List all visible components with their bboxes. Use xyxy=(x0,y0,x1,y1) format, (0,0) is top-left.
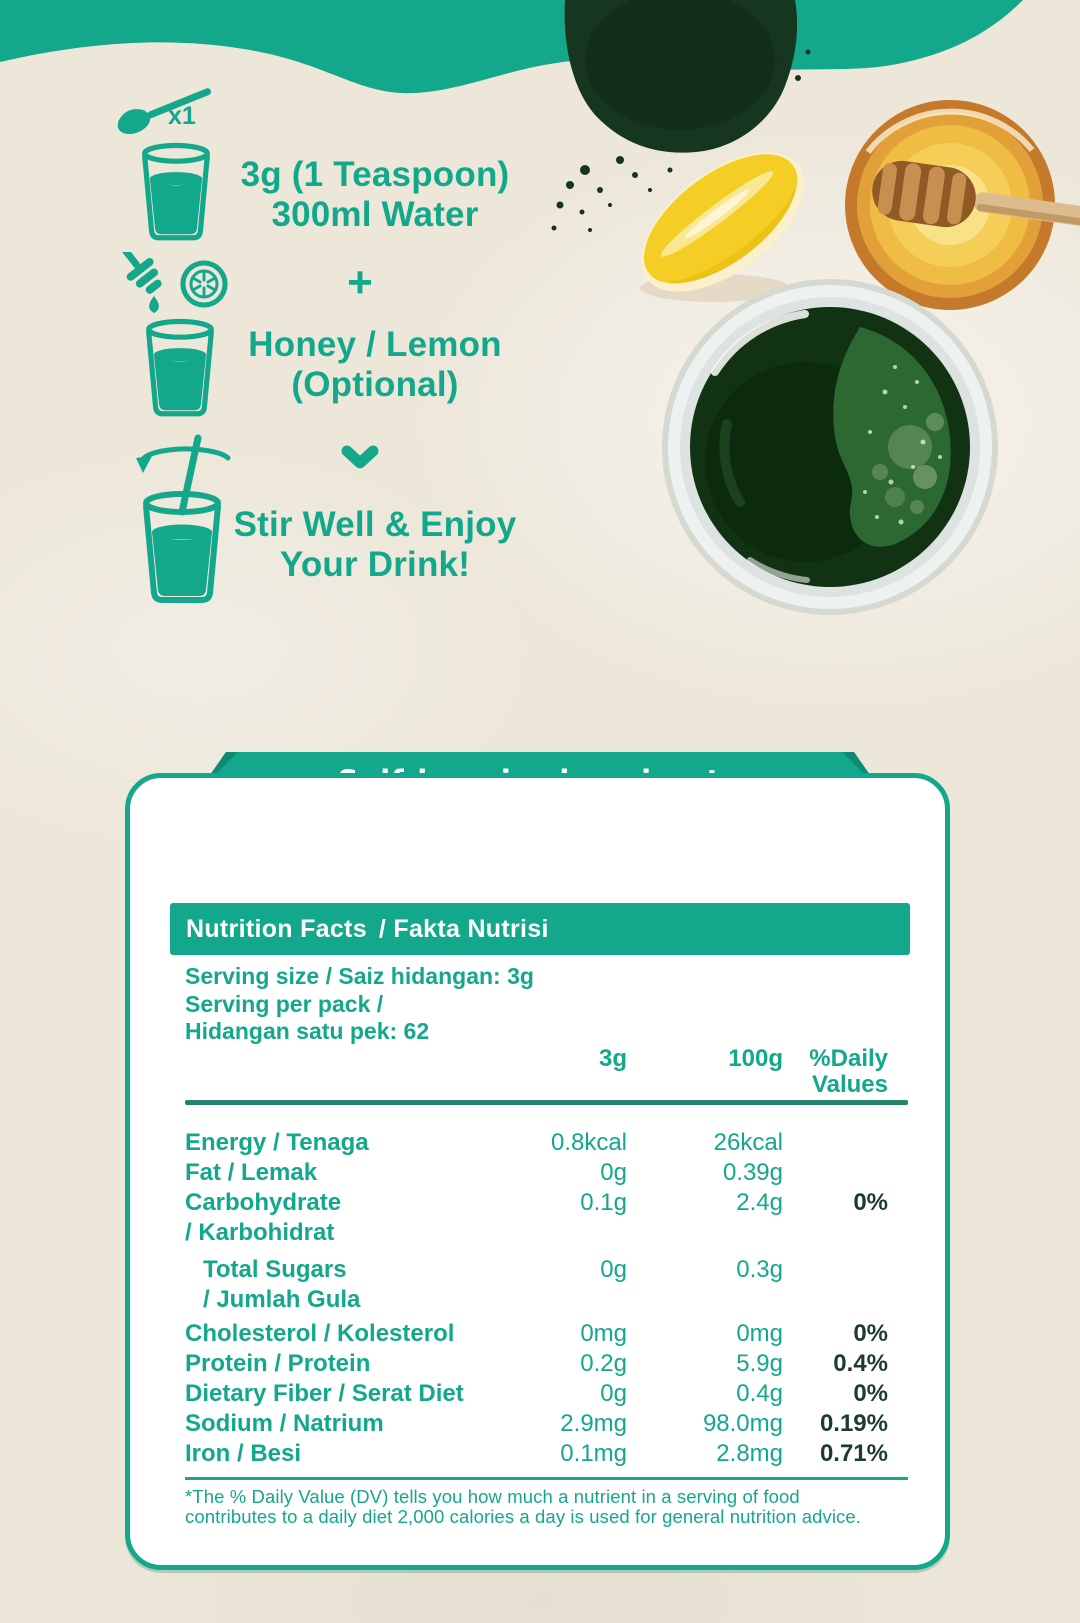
serving-per-pack-ms: Hidangan satu pek: 62 xyxy=(185,1018,430,1044)
nutrition-facts-card: Nutrition Facts / Fakta Nutrisi Serving … xyxy=(125,773,950,1570)
step1-line1: 3g (1 Teaspoon) xyxy=(240,155,510,194)
nutrient-label: Carbohydrate xyxy=(185,1189,342,1216)
value-3g: 0.1mg xyxy=(560,1440,627,1467)
table-row-fat: Fat / Lemak 0g 0.39g xyxy=(185,1158,888,1188)
value-daily: 0.19% xyxy=(819,1410,888,1437)
honey-dipper-lemon-icon xyxy=(120,252,228,313)
value-3g: 2.9mg xyxy=(560,1410,627,1437)
serving-info: Serving size / Saiz hidangan: 3g Serving… xyxy=(185,963,534,1046)
water-glass-icon xyxy=(136,142,216,243)
honey-drop-icon xyxy=(149,296,159,313)
daily-value-footnote: *The % Daily Value (DV) tells you how mu… xyxy=(185,1487,861,1526)
nutrition-table: Energy / Tenaga 0.8kcal 26kcal Fat / Lem… xyxy=(185,1128,888,1469)
footnote-line2: contributes to a daily diet 2,000 calori… xyxy=(185,1505,862,1527)
step2-line2: (Optional) xyxy=(291,365,459,404)
honey-dipper-icon xyxy=(120,252,162,294)
honey-bowl-photo xyxy=(845,100,1080,310)
nutrient-label: Protein / Protein xyxy=(185,1350,371,1377)
value-daily: 0% xyxy=(853,1320,888,1347)
value-daily: 0% xyxy=(853,1189,888,1216)
lemon-slice-icon xyxy=(180,260,228,308)
value-daily: 0.4% xyxy=(833,1350,888,1377)
value-100g: 5.9g xyxy=(736,1350,783,1377)
table-row-cholesterol: Cholesterol / Kolesterol 0mg 0mg 0% xyxy=(185,1319,888,1349)
value-3g: 0g xyxy=(600,1159,627,1186)
plus-sign: + xyxy=(347,258,373,307)
column-header-daily-values: %Daily Values xyxy=(809,1046,888,1098)
nutrition-facts-title-ms: / Fakta Nutrisi xyxy=(378,914,549,943)
chevron-down-icon xyxy=(341,445,379,469)
table-row-carbohydrate: Carbohydrate / Karbohidrat 0.1g 2.4g 0% xyxy=(185,1188,888,1248)
footnote-line1: *The % Daily Value (DV) tells you how mu… xyxy=(185,1486,800,1507)
nutrient-label-line2: / Karbohidrat xyxy=(185,1219,335,1246)
nutrient-label-line2: / Jumlah Gula xyxy=(203,1286,361,1313)
step2-line1: Honey / Lemon xyxy=(248,325,502,364)
value-3g: 0g xyxy=(600,1256,627,1283)
spirulina-drink-photo xyxy=(662,279,998,615)
stir-glass-icon xyxy=(136,434,231,610)
serving-size: Serving size / Saiz hidangan: 3g xyxy=(185,963,534,989)
value-100g: 98.0mg xyxy=(702,1410,783,1437)
table-divider-thick xyxy=(185,1100,908,1105)
nutrient-label: Sodium / Natrium xyxy=(185,1410,384,1437)
honey-dipper xyxy=(872,160,1080,234)
drink-glass-icon xyxy=(140,318,220,419)
value-100g: 0.4g xyxy=(736,1380,783,1407)
value-daily: 0% xyxy=(853,1380,888,1407)
step3-text: Stir Well & Enjoy Your Drink! xyxy=(225,505,525,585)
step1-line2: 300ml Water xyxy=(271,195,479,234)
value-3g: 0.1g xyxy=(580,1189,627,1216)
table-row-protein: Protein / Protein 0.2g 5.9g 0.4% xyxy=(185,1349,888,1379)
value-100g: 0mg xyxy=(736,1320,783,1347)
value-100g: 2.8mg xyxy=(716,1440,783,1467)
value-3g: 0g xyxy=(600,1380,627,1407)
table-row-energy: Energy / Tenaga 0.8kcal 26kcal xyxy=(185,1128,888,1158)
value-100g: 2.4g xyxy=(736,1189,783,1216)
value-daily: 0.71% xyxy=(819,1440,888,1467)
table-row-total-sugars: Total Sugars / Jumlah Gula 0g 0.3g xyxy=(185,1255,888,1315)
spirulina-powder-photo xyxy=(551,0,811,232)
daily-values-line2: Values xyxy=(811,1071,888,1098)
daily-values-line1: %Daily xyxy=(809,1045,888,1072)
step3-line1: Stir Well & Enjoy xyxy=(233,505,517,544)
value-100g: 0.39g xyxy=(722,1159,783,1186)
table-divider-thin xyxy=(185,1477,908,1480)
value-3g: 0.8kcal xyxy=(550,1129,627,1156)
nutrient-label: Fat / Lemak xyxy=(185,1159,318,1186)
table-row-sodium: Sodium / Natrium 2.9mg 98.0mg 0.19% xyxy=(185,1409,888,1439)
value-100g: 26kcal xyxy=(713,1129,783,1156)
step3-line2: Your Drink! xyxy=(279,545,471,584)
table-row-dietary-fiber: Dietary Fiber / Serat Diet 0g 0.4g 0% xyxy=(185,1379,888,1409)
nutrient-label: Cholesterol / Kolesterol xyxy=(185,1320,455,1347)
value-3g: 0.2g xyxy=(580,1350,627,1377)
nutrient-label: Total Sugars xyxy=(203,1256,347,1283)
nutrient-label: Iron / Besi xyxy=(185,1440,302,1467)
serving-per-pack: Serving per pack / xyxy=(185,990,384,1017)
column-header-3g: 3g xyxy=(598,1045,627,1072)
step2-text: Honey / Lemon (Optional) xyxy=(225,325,525,405)
nutrient-label: Dietary Fiber / Serat Diet xyxy=(185,1380,464,1407)
table-row-iron: Iron / Besi 0.1mg 2.8mg 0.71% xyxy=(185,1439,888,1469)
nutrition-facts-title-en: Nutrition Facts xyxy=(186,914,367,943)
nutrient-label: Energy / Tenaga xyxy=(185,1129,369,1156)
value-100g: 0.3g xyxy=(736,1256,783,1283)
step1-text: 3g (1 Teaspoon) 300ml Water xyxy=(225,155,525,235)
column-header-100g: 100g xyxy=(728,1045,783,1072)
nutrition-facts-header-bar: Nutrition Facts / Fakta Nutrisi xyxy=(170,903,910,955)
teaspoon-icon xyxy=(117,88,212,135)
lemon-wedge-photo xyxy=(640,152,805,302)
value-3g: 0mg xyxy=(580,1320,627,1347)
teaspoon-count-badge: x1 xyxy=(168,102,196,130)
